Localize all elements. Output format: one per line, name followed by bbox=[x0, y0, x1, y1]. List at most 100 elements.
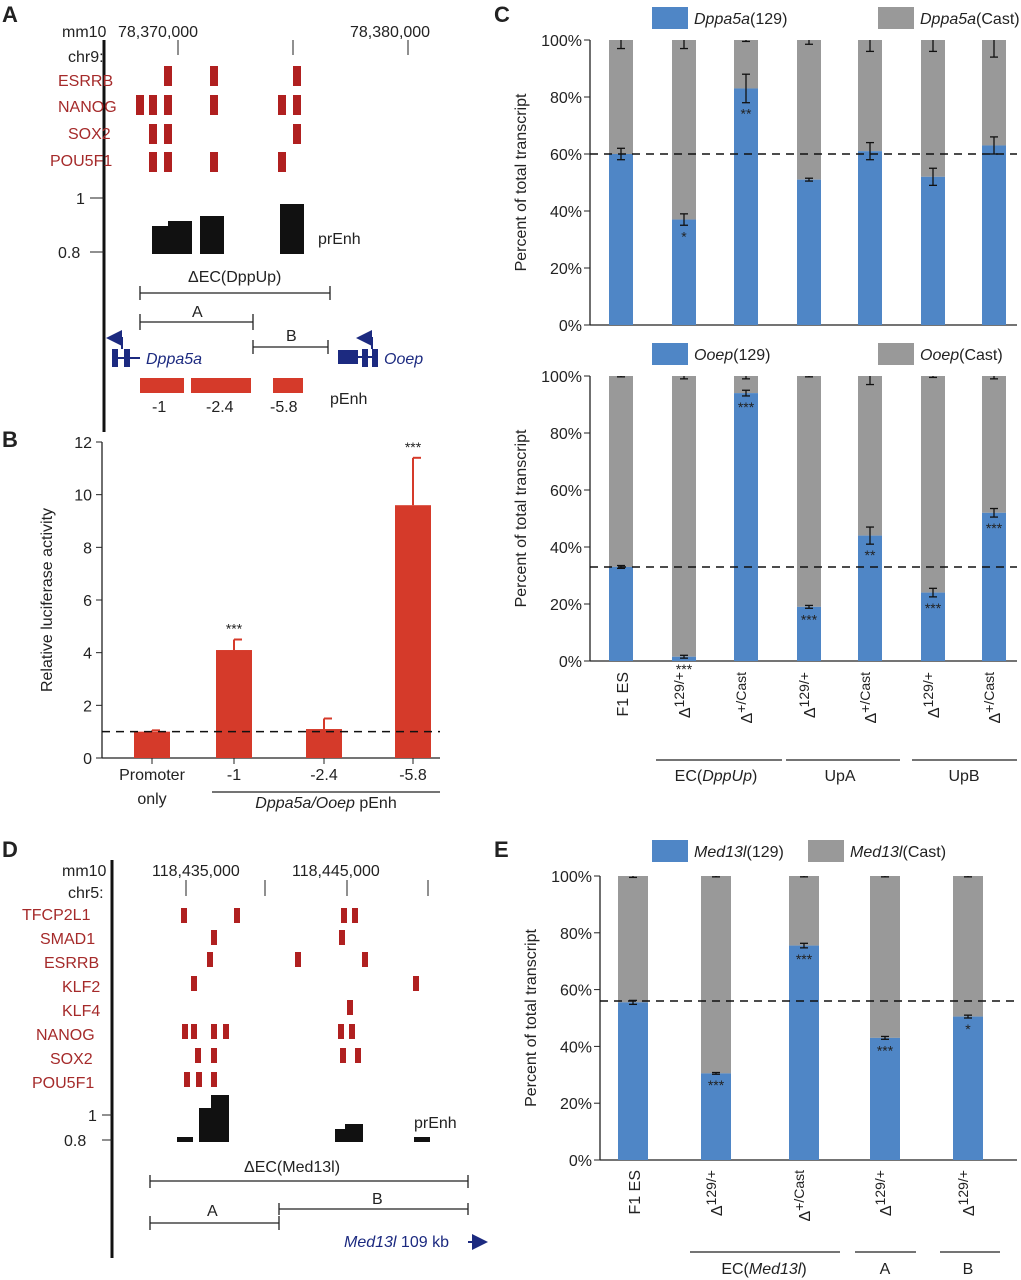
score-bar bbox=[280, 204, 304, 254]
tf-peak bbox=[191, 1024, 197, 1039]
tf-label: TFCP2L1 bbox=[22, 907, 91, 924]
group-label-part: ) bbox=[752, 768, 757, 785]
segment-b-label: B bbox=[372, 1191, 383, 1208]
tf-peak bbox=[362, 952, 368, 967]
legend-label: Med13l(129) bbox=[694, 844, 784, 861]
bar-129 bbox=[609, 566, 633, 661]
y-axis-title: Percent of total transcript bbox=[513, 429, 530, 607]
tf-peak bbox=[339, 930, 345, 945]
bar-cast bbox=[921, 40, 945, 177]
bar-cast bbox=[797, 376, 821, 607]
coordinate-2: 78,380,000 bbox=[350, 24, 430, 41]
bar-129 bbox=[734, 88, 758, 325]
delta-symbol: Δ bbox=[961, 1205, 978, 1216]
group-label-part: DppUp bbox=[702, 768, 752, 785]
tf-peak bbox=[413, 976, 419, 991]
gene-label-dppa5a: Dppa5a bbox=[146, 351, 202, 368]
gene-label-ooep: Ooep bbox=[384, 351, 423, 368]
significance-label: *** bbox=[796, 951, 813, 967]
y-tick-label: 0% bbox=[559, 318, 582, 335]
significance-label: *** bbox=[986, 520, 1003, 536]
assembly-label: mm10 bbox=[62, 24, 107, 41]
y-tick-label: 4 bbox=[83, 646, 92, 663]
deletion-label: ΔEC(DppUp) bbox=[188, 269, 281, 286]
bar-129 bbox=[609, 154, 633, 325]
panel-a: A mm10 78,370,000 78,380,000 chr9: ESRRB… bbox=[2, 2, 430, 432]
y-tick-label: 20% bbox=[550, 261, 582, 278]
bar-cast bbox=[701, 876, 731, 1074]
segment-a-label: A bbox=[207, 1203, 218, 1220]
tf-peak bbox=[210, 95, 218, 115]
score-1: 1 bbox=[88, 1108, 97, 1125]
score-bar bbox=[200, 216, 224, 254]
b-bracket bbox=[278, 1203, 469, 1215]
tf-peak bbox=[340, 1048, 346, 1063]
legend-label: Dppa5a(129) bbox=[694, 11, 787, 28]
bar-129 bbox=[797, 179, 821, 325]
group-label: B bbox=[963, 1261, 974, 1278]
tf-label: SOX2 bbox=[68, 126, 111, 143]
category-label: Δ+/Cast bbox=[791, 1170, 814, 1222]
ooep-allelic-chart: 0% 20% 40% 60% 80% 100% Percent of total trans… bbox=[513, 343, 1017, 785]
tf-label: ESRRB bbox=[44, 955, 99, 972]
y-tick-label: 0 bbox=[83, 751, 92, 768]
y-tick-label: 10 bbox=[74, 488, 92, 505]
legend-gene: Ooep bbox=[694, 347, 733, 364]
delta-symbol: Δ bbox=[677, 707, 694, 718]
genotype: +/Cast bbox=[857, 672, 873, 713]
tf-peak bbox=[349, 1024, 355, 1039]
tf-label: KLF4 bbox=[62, 1003, 100, 1020]
tf-peak bbox=[191, 976, 197, 991]
dppa5a-allelic-chart: 0% 20% 40% 60% 80% 100% Percent of total trans… bbox=[513, 7, 1020, 335]
y-axis-title: Relative luciferase activity bbox=[39, 508, 56, 692]
genotype: +/Cast bbox=[981, 672, 997, 713]
bar-129 bbox=[734, 393, 758, 661]
category-label: Δ+/Cast bbox=[981, 672, 1004, 724]
genotype: 129/+ bbox=[920, 672, 936, 707]
tf-peak bbox=[347, 1000, 353, 1015]
bar-129 bbox=[672, 656, 696, 661]
significance-label: *** bbox=[676, 661, 693, 677]
bar-129 bbox=[921, 592, 945, 661]
prenh-label: prEnh bbox=[414, 1115, 457, 1132]
tf-peak bbox=[164, 66, 172, 86]
penh-label: pEnh bbox=[330, 391, 367, 408]
y-tick-label: 20% bbox=[550, 597, 582, 614]
bar-cast bbox=[618, 876, 648, 1003]
coordinate-1: 78,370,000 bbox=[118, 24, 198, 41]
y-tick-label: 100% bbox=[541, 369, 582, 386]
delta-symbol: Δ bbox=[797, 1211, 814, 1222]
tss-arrow-icon bbox=[106, 330, 123, 349]
panel-e-letter: E bbox=[494, 837, 509, 862]
coordinate-2: 118,445,000 bbox=[292, 863, 380, 880]
luciferase-chart: 0 2 4 6 8 10 12 Relative luciferase activity ***… bbox=[39, 435, 440, 812]
bar-cast bbox=[858, 40, 882, 152]
panel-c: C 0% 20% 40% 60% 80% 100% Percent of total tra… bbox=[494, 2, 1020, 785]
group-label-part: EC( bbox=[675, 768, 703, 785]
tf-peak bbox=[278, 95, 286, 115]
category-label: Promoter bbox=[119, 767, 185, 784]
score-bar bbox=[211, 1095, 229, 1142]
prenh-label: prEnh bbox=[318, 231, 361, 248]
tf-peak bbox=[278, 152, 286, 172]
group-label-part: EC( bbox=[721, 1261, 749, 1278]
genotype: 129/+ bbox=[955, 1170, 971, 1205]
legend-allele: (129) bbox=[750, 11, 787, 28]
prenh-score-bars-d bbox=[177, 1095, 430, 1142]
delta-symbol: Δ bbox=[863, 713, 880, 724]
tf-peaks-d bbox=[181, 908, 419, 1087]
bar-129 bbox=[982, 512, 1006, 661]
genotype: 129/+ bbox=[872, 1170, 888, 1205]
score-bar bbox=[335, 1129, 345, 1142]
panel-d-letter: D bbox=[2, 837, 18, 862]
panel-d: D mm10 118,435,000 118,445,000 chr5: TFC… bbox=[2, 837, 488, 1258]
delta-symbol: Δ bbox=[739, 713, 756, 724]
legend-swatch bbox=[652, 343, 688, 365]
genotype: +/Cast bbox=[791, 1170, 807, 1211]
tf-peak bbox=[210, 66, 218, 86]
score-bar bbox=[168, 221, 192, 254]
penh-fragment-label: -5.8 bbox=[270, 399, 298, 416]
legend-gene: Dppa5a bbox=[694, 11, 750, 28]
bar-129 bbox=[618, 1002, 648, 1160]
genotype: 129/+ bbox=[796, 672, 812, 707]
